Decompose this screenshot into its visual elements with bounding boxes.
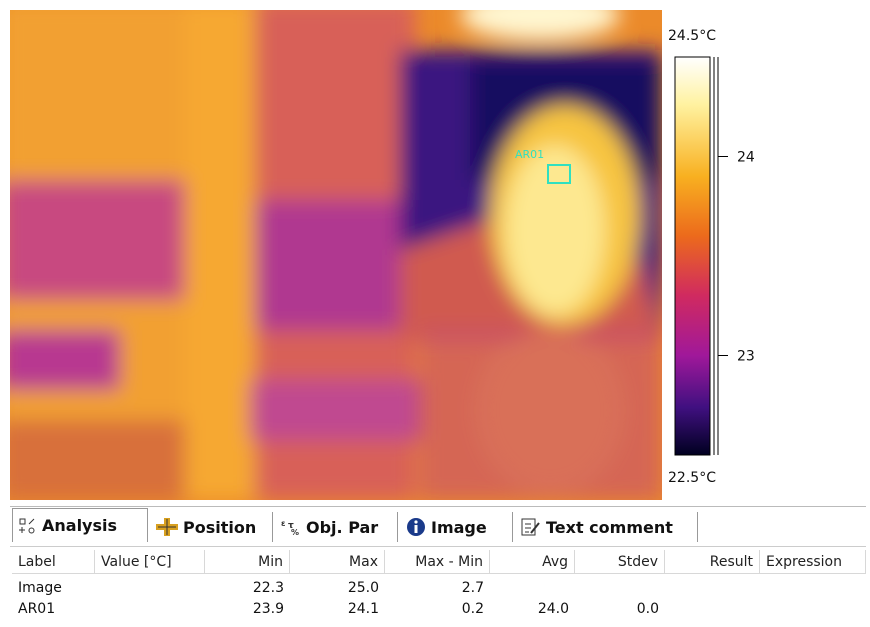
app-window: AR01 24.5°C 22.5°C 24 23 Analysis Positio… [0, 0, 870, 627]
table-cell: AR01 [12, 599, 95, 619]
colorbar-min-label: 22.5°C [668, 470, 716, 486]
column-header: Min [205, 550, 290, 574]
svg-text:%: % [291, 528, 299, 536]
table-cell: 24.1 [290, 599, 385, 619]
table-cell: 24.0 [490, 599, 575, 619]
tab-icon [19, 518, 37, 534]
column-header: Avg [490, 550, 575, 574]
table-cell: 0.0 [575, 599, 665, 619]
tab[interactable]: Position [150, 512, 273, 542]
tab-label: Text comment [546, 518, 673, 537]
column-header: Stdev [575, 550, 665, 574]
separator [10, 506, 866, 507]
table-cell: 23.9 [205, 599, 290, 619]
tab-label: Analysis [42, 516, 117, 535]
column-header: Value [°C] [95, 550, 205, 574]
column-header: Max - Min [385, 550, 490, 574]
colorbar [675, 57, 710, 455]
table-cell: 2.7 [385, 578, 490, 598]
colorbar-tick-label: 24 [737, 150, 755, 166]
column-header: Expression [760, 550, 866, 574]
table-cell: 0.2 [385, 599, 490, 619]
tab[interactable]: Text comment [515, 512, 698, 542]
tab-label: Position [183, 518, 256, 537]
column-header: Label [12, 550, 95, 574]
colorbar-max-label: 24.5°C [668, 28, 716, 44]
tab[interactable]: Analysis [12, 508, 148, 542]
svg-text:ε: ε [281, 519, 285, 528]
tab-label: Image [431, 518, 487, 537]
separator [10, 546, 866, 547]
roi-label: AR01 [515, 148, 544, 161]
tab-icon [156, 518, 178, 536]
tab-icon [521, 518, 541, 536]
colorbar-tick-label: 23 [737, 349, 755, 365]
tab[interactable]: Image [400, 512, 513, 542]
table-cell: 25.0 [290, 578, 385, 598]
table-cell: Image [12, 578, 95, 598]
tab-label: Obj. Par [306, 518, 378, 537]
table-cell: 22.3 [205, 578, 290, 598]
column-header: Result [665, 550, 760, 574]
thermal-image: AR01 [0, 0, 662, 500]
thermal-view: AR01 24.5°C 22.5°C 24 23 [0, 0, 870, 505]
column-header: Max [290, 550, 385, 574]
tab-icon [406, 517, 426, 537]
